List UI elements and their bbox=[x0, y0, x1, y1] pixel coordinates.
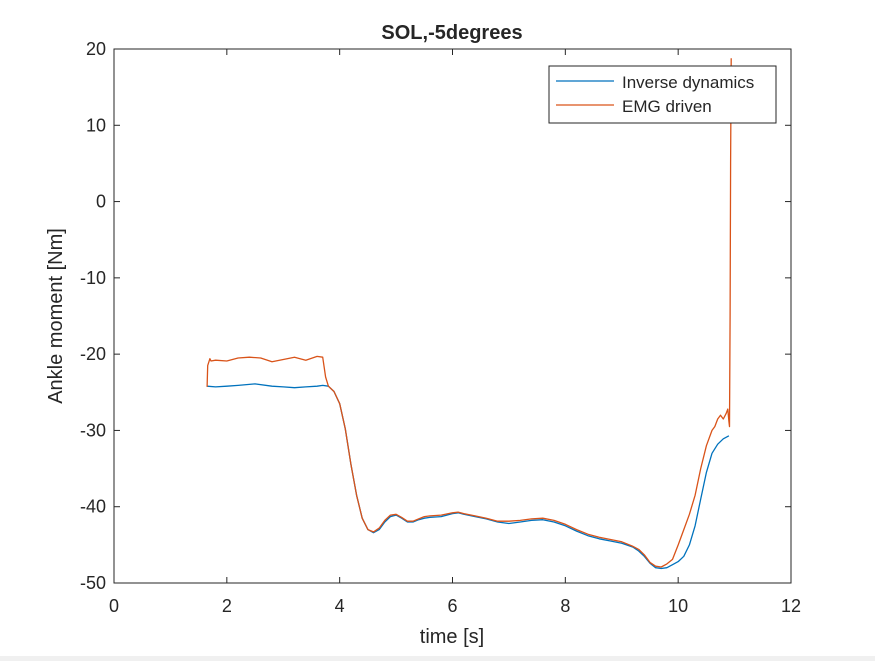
x-tick-label: 10 bbox=[668, 596, 688, 616]
series-line-inverse-dynamics bbox=[207, 383, 730, 570]
x-axis-label: time [s] bbox=[420, 626, 484, 648]
legend-label-inverse-dynamics: Inverse dynamics bbox=[622, 73, 754, 92]
x-tick-label: 0 bbox=[109, 596, 119, 616]
y-tick-label: 0 bbox=[96, 192, 106, 212]
x-tick-label: 8 bbox=[560, 596, 570, 616]
legend-box bbox=[548, 65, 777, 124]
y-axis-label: Ankle moment [Nm] bbox=[45, 228, 67, 404]
y-axis-ticks: -50 -40 -30 -20 -10 0 10 20 bbox=[80, 39, 791, 593]
y-tick-label: 10 bbox=[86, 115, 106, 135]
y-tick-label: -50 bbox=[80, 573, 106, 593]
y-tick-label: -20 bbox=[80, 344, 106, 364]
x-tick-label: 2 bbox=[222, 596, 232, 616]
x-tick-label: 12 bbox=[781, 596, 801, 616]
legend-label-emg-driven: EMG driven bbox=[622, 97, 712, 116]
y-tick-label: -30 bbox=[80, 420, 106, 440]
y-tick-label: -10 bbox=[80, 268, 106, 288]
series-line-emg-driven bbox=[206, 58, 732, 568]
x-tick-label: 6 bbox=[447, 596, 457, 616]
legend: Inverse dynamics EMG driven bbox=[548, 65, 777, 124]
x-tick-label: 4 bbox=[335, 596, 345, 616]
series-layer bbox=[206, 58, 732, 570]
y-tick-label: 20 bbox=[86, 39, 106, 59]
chart-title: SOL,-5degrees bbox=[381, 22, 522, 44]
x-axis-ticks: 0 2 4 6 8 10 12 bbox=[109, 49, 801, 616]
plot-area bbox=[114, 49, 791, 583]
y-tick-label: -40 bbox=[80, 497, 106, 517]
